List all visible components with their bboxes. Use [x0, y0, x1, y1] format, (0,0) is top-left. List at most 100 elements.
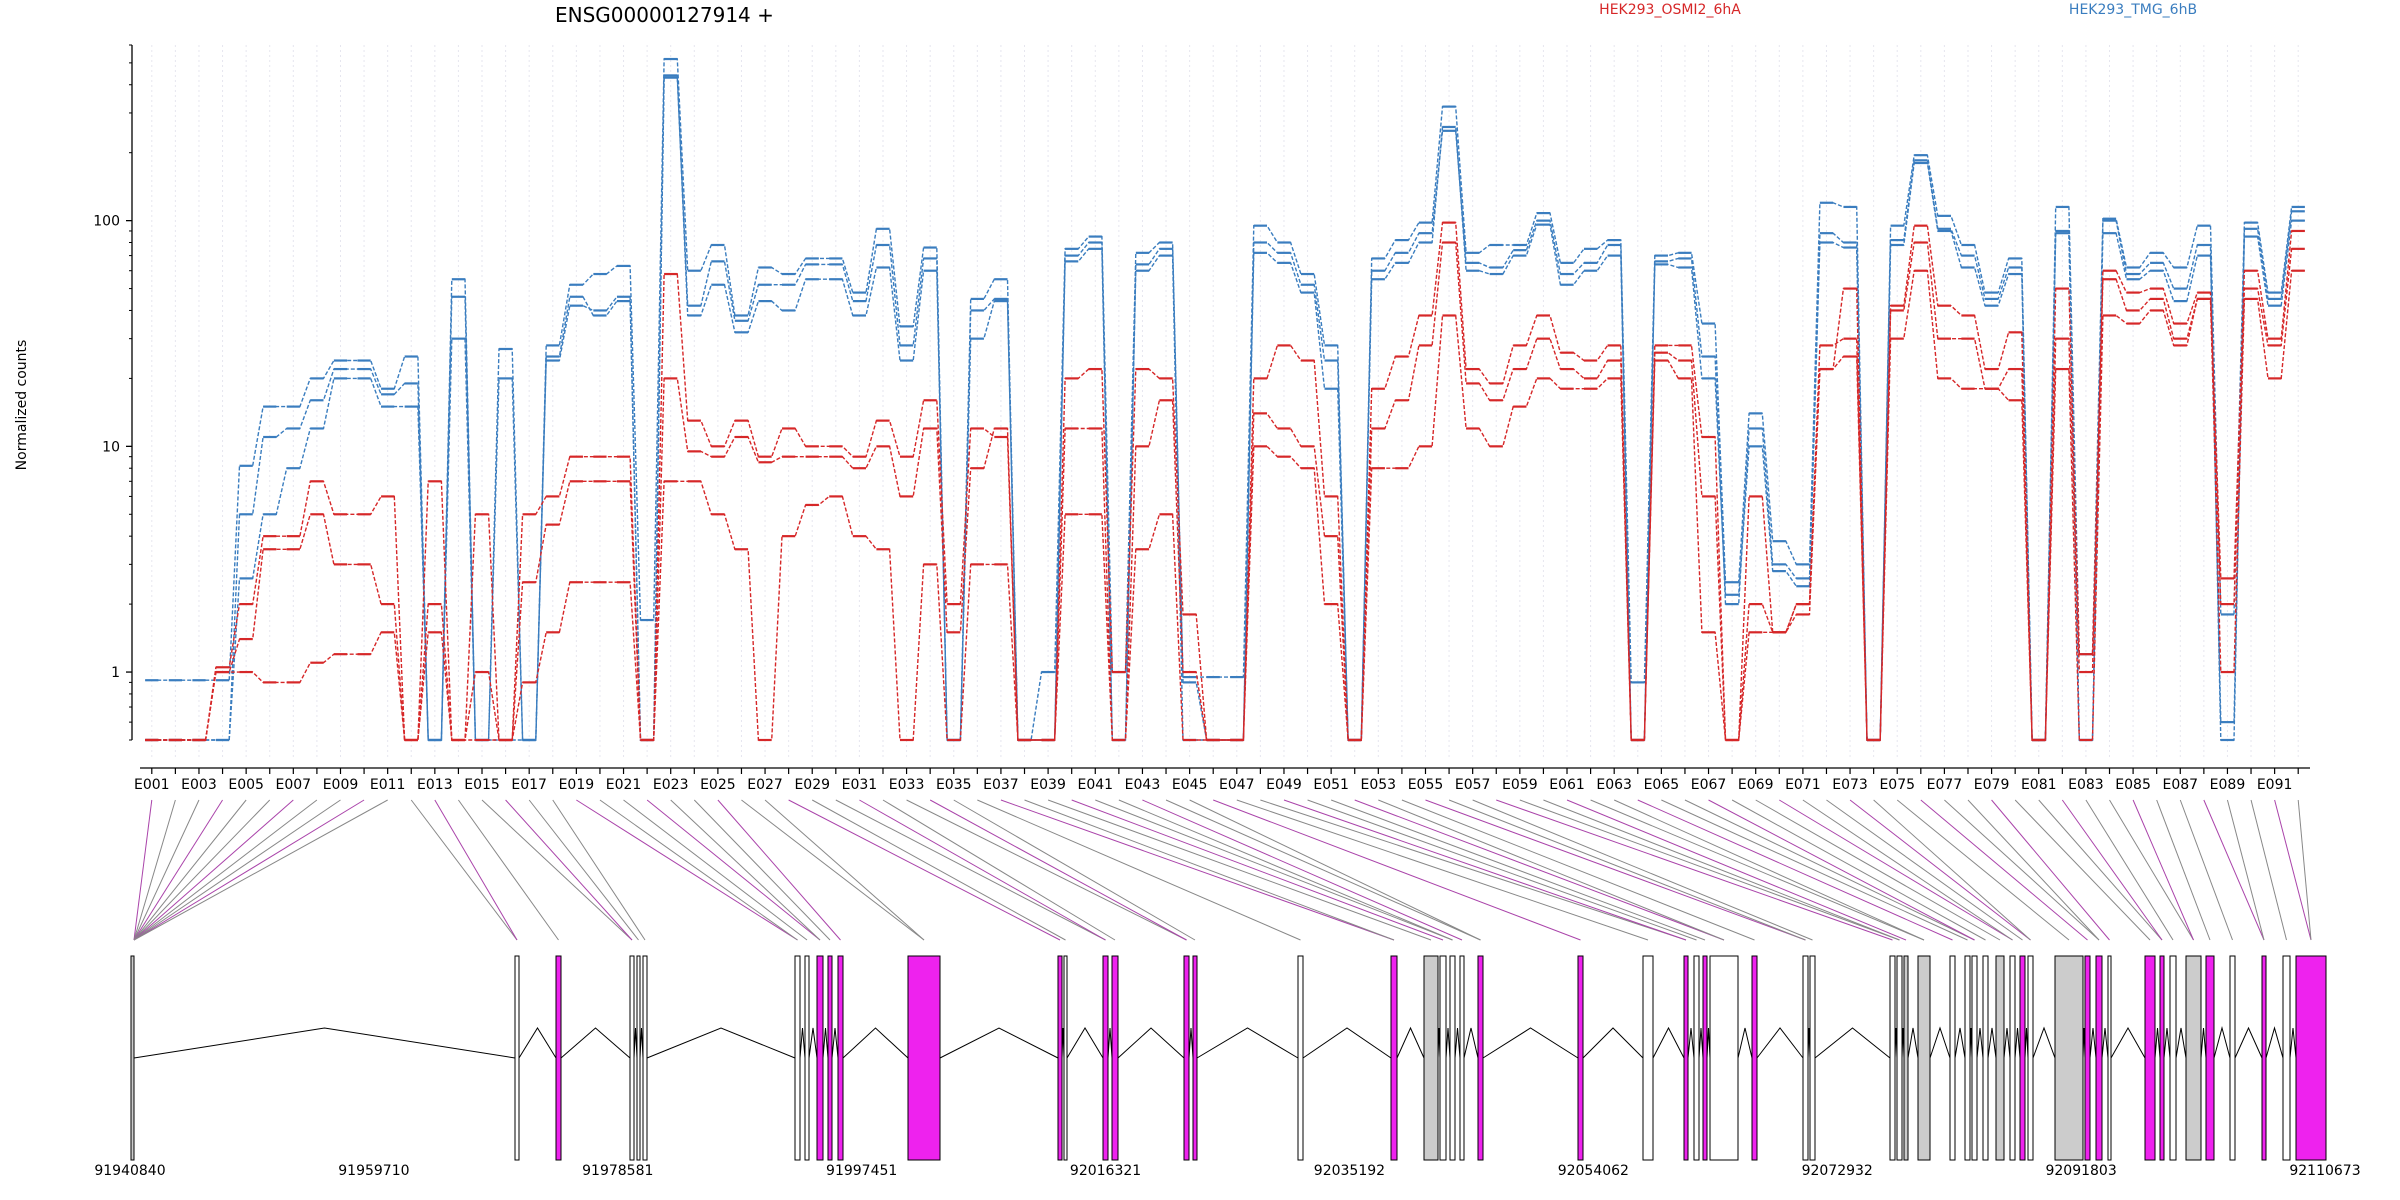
- exon-connector: [647, 800, 820, 940]
- intron-line: [647, 1028, 795, 1058]
- x-tick-label: E071: [1785, 777, 1821, 793]
- exon-box: [1897, 956, 1902, 1160]
- exon-connector: [1119, 800, 1453, 940]
- exon-box: [2206, 956, 2214, 1160]
- intron-line: [2214, 1028, 2230, 1058]
- intron-line: [843, 1028, 908, 1058]
- exon-connector: [1048, 800, 1431, 940]
- exon-connector: [2275, 800, 2311, 940]
- exon-box: [2262, 956, 2266, 1160]
- exon-connector: [2204, 800, 2264, 940]
- intron-line: [1446, 1028, 1450, 1058]
- x-tick-label: E035: [936, 777, 972, 793]
- intron-line: [1930, 1028, 1950, 1058]
- exon-connector: [1685, 800, 1975, 940]
- exon-box: [2096, 956, 2102, 1160]
- chart-series-layer: [145, 59, 2305, 740]
- exon-box: [908, 956, 940, 1160]
- intron-line: [1955, 1028, 1965, 1058]
- exon-box: [2108, 956, 2111, 1160]
- intron-line: [1757, 1028, 1803, 1058]
- exon-connector: [134, 800, 246, 940]
- exon-connector: [134, 800, 223, 940]
- exon-box: [2085, 956, 2090, 1160]
- exon-box: [2230, 956, 2235, 1160]
- exon-connector: [1496, 800, 1892, 940]
- intron-line: [940, 1028, 1058, 1058]
- exon-connectors: [134, 800, 2311, 940]
- exon-connector: [1378, 800, 1724, 940]
- intron-line: [1189, 1028, 1193, 1058]
- genomic-coordinate-label: 92054062: [1558, 1163, 1629, 1179]
- exon-box: [1950, 956, 1955, 1160]
- exon-box: [1058, 956, 1062, 1160]
- exon-box: [1298, 956, 1303, 1160]
- x-tick-label: E087: [2162, 777, 2198, 793]
- exon-connector: [1638, 800, 1953, 940]
- genomic-coordinate-label: 91978581: [582, 1163, 653, 1179]
- x-tick-label: E027: [747, 777, 783, 793]
- exon-box: [795, 956, 800, 1160]
- x-tick-label: E051: [1313, 777, 1349, 793]
- exon-box: [515, 956, 519, 1160]
- exon-connector: [789, 800, 1060, 940]
- intron-line: [2015, 1028, 2020, 1058]
- intron-line: [2090, 1028, 2096, 1058]
- exon-connector: [134, 800, 317, 940]
- x-tick-label: E005: [228, 777, 264, 793]
- exon-connector: [134, 800, 152, 940]
- exon-box: [828, 956, 832, 1160]
- exon-box: [1440, 956, 1446, 1160]
- x-tick-label: E085: [2115, 777, 2151, 793]
- exon-connector: [411, 800, 517, 940]
- exon-box: [1703, 956, 1707, 1160]
- exon-connector: [954, 800, 1195, 940]
- y-tick-label: 1: [111, 665, 120, 681]
- intron-line: [2176, 1028, 2186, 1058]
- x-tick-label: E043: [1125, 777, 1161, 793]
- exon-box: [630, 956, 634, 1160]
- exon-connector: [2133, 800, 2193, 940]
- genomic-coordinate-label: 92110673: [2289, 1163, 2360, 1179]
- exon-connector: [2110, 800, 2194, 940]
- x-tick-label: E033: [889, 777, 925, 793]
- intron-line: [134, 1028, 515, 1058]
- exon-connector: [2039, 800, 2162, 940]
- x-tick-label: E063: [1596, 777, 1632, 793]
- x-tick-label: E023: [653, 777, 689, 793]
- exon-box: [1424, 956, 1438, 1160]
- x-tick-label: E075: [1879, 777, 1915, 793]
- legend-entry-osmi2: HEK293_OSMI2_6hA: [1599, 2, 1741, 18]
- intron-line: [1699, 1028, 1703, 1058]
- exon-connector: [2298, 800, 2311, 940]
- intron-line: [2266, 1028, 2283, 1058]
- intron-line: [2111, 1028, 2145, 1058]
- exon-connector: [2062, 800, 2162, 940]
- intron-line: [1303, 1028, 1391, 1058]
- legend-entry-tmg: HEK293_TMG_6hB: [2069, 2, 2197, 18]
- exon-connector: [134, 800, 199, 940]
- x-tick-label: E009: [323, 777, 359, 793]
- intron-line: [1653, 1028, 1684, 1058]
- exon-box: [1972, 956, 1977, 1160]
- intron-line: [832, 1028, 838, 1058]
- exon-box: [1460, 956, 1464, 1160]
- exon-box: [1983, 956, 1988, 1160]
- intron-line: [823, 1028, 828, 1058]
- genomic-coordinate-label: 92016321: [1070, 1163, 1141, 1179]
- exon-box: [1810, 956, 1815, 1160]
- intron-line: [2033, 1028, 2055, 1058]
- x-tick-label: E083: [2068, 777, 2104, 793]
- exon-connector: [2157, 800, 2210, 940]
- exon-box: [1694, 956, 1699, 1160]
- exon-box: [817, 956, 823, 1160]
- x-tick-label: E031: [842, 777, 878, 793]
- genomic-coordinate-label: 91997451: [826, 1163, 897, 1179]
- exon-box: [2010, 956, 2015, 1160]
- intron-line: [2164, 1028, 2170, 1058]
- exon-connector: [977, 800, 1300, 940]
- exon-connector: [2180, 800, 2232, 940]
- exon-connector: [671, 800, 820, 940]
- intron-line: [2235, 1028, 2262, 1058]
- exon-connector: [553, 800, 645, 940]
